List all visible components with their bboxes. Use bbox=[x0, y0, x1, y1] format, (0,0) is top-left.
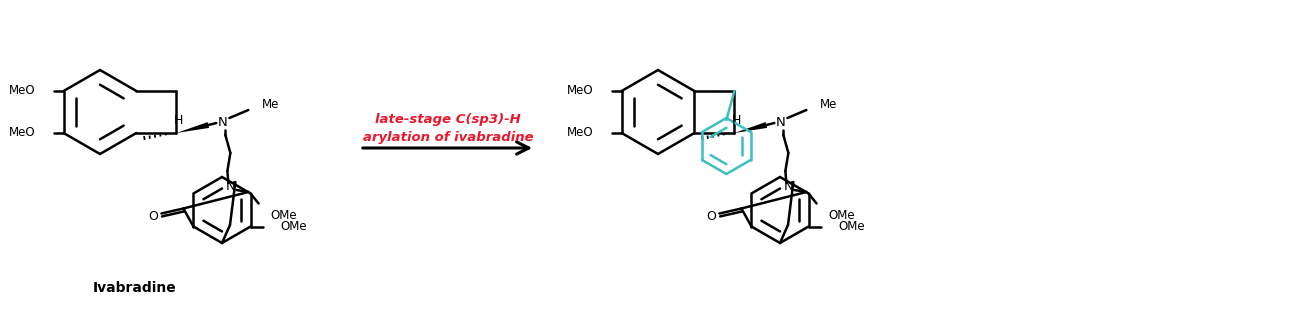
Text: N: N bbox=[784, 181, 793, 193]
Text: Ivabradine: Ivabradine bbox=[93, 281, 176, 295]
Text: O: O bbox=[706, 210, 717, 223]
Text: OMe: OMe bbox=[280, 220, 307, 233]
Text: MeO: MeO bbox=[568, 126, 594, 139]
Text: N: N bbox=[775, 115, 785, 129]
Text: OMe: OMe bbox=[271, 209, 297, 222]
Polygon shape bbox=[176, 122, 209, 133]
Polygon shape bbox=[735, 122, 767, 133]
Text: MeO: MeO bbox=[568, 85, 594, 97]
Text: H: H bbox=[174, 114, 183, 126]
Text: late-stage C(sp3)-H: late-stage C(sp3)-H bbox=[375, 114, 521, 126]
Text: OMe: OMe bbox=[839, 220, 866, 233]
Text: N: N bbox=[226, 181, 236, 193]
Text: MeO: MeO bbox=[9, 126, 35, 139]
Text: O: O bbox=[149, 210, 158, 223]
Text: N: N bbox=[218, 115, 227, 129]
Text: Me: Me bbox=[262, 97, 280, 110]
Text: MeO: MeO bbox=[9, 85, 35, 97]
Text: Me: Me bbox=[820, 97, 837, 110]
Text: OMe: OMe bbox=[828, 209, 855, 222]
Text: H: H bbox=[732, 114, 741, 126]
Text: arylation of ivabradine: arylation of ivabradine bbox=[363, 131, 534, 144]
